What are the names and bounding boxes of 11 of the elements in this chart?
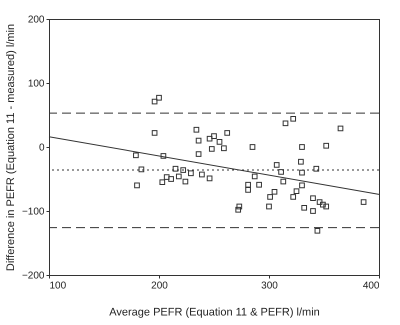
y-tick-label: −100 bbox=[22, 206, 45, 218]
x-tick-label: 200 bbox=[151, 280, 168, 292]
x-axis-title: Average PEFR (Equation 11 & PEFR) l/min bbox=[109, 306, 320, 318]
y-tick-label: 0 bbox=[38, 142, 45, 154]
x-tick-label: 100 bbox=[50, 280, 67, 292]
y-tick-label: −200 bbox=[22, 270, 45, 282]
y-axis-title: Difference in PEFR (Equation 11 - measured) l/min bbox=[4, 24, 17, 272]
y-tick-label: 100 bbox=[28, 78, 45, 90]
x-tick-label: 400 bbox=[362, 280, 380, 292]
x-tick-label: 300 bbox=[261, 280, 278, 292]
y-tick-label: 200 bbox=[28, 14, 45, 26]
